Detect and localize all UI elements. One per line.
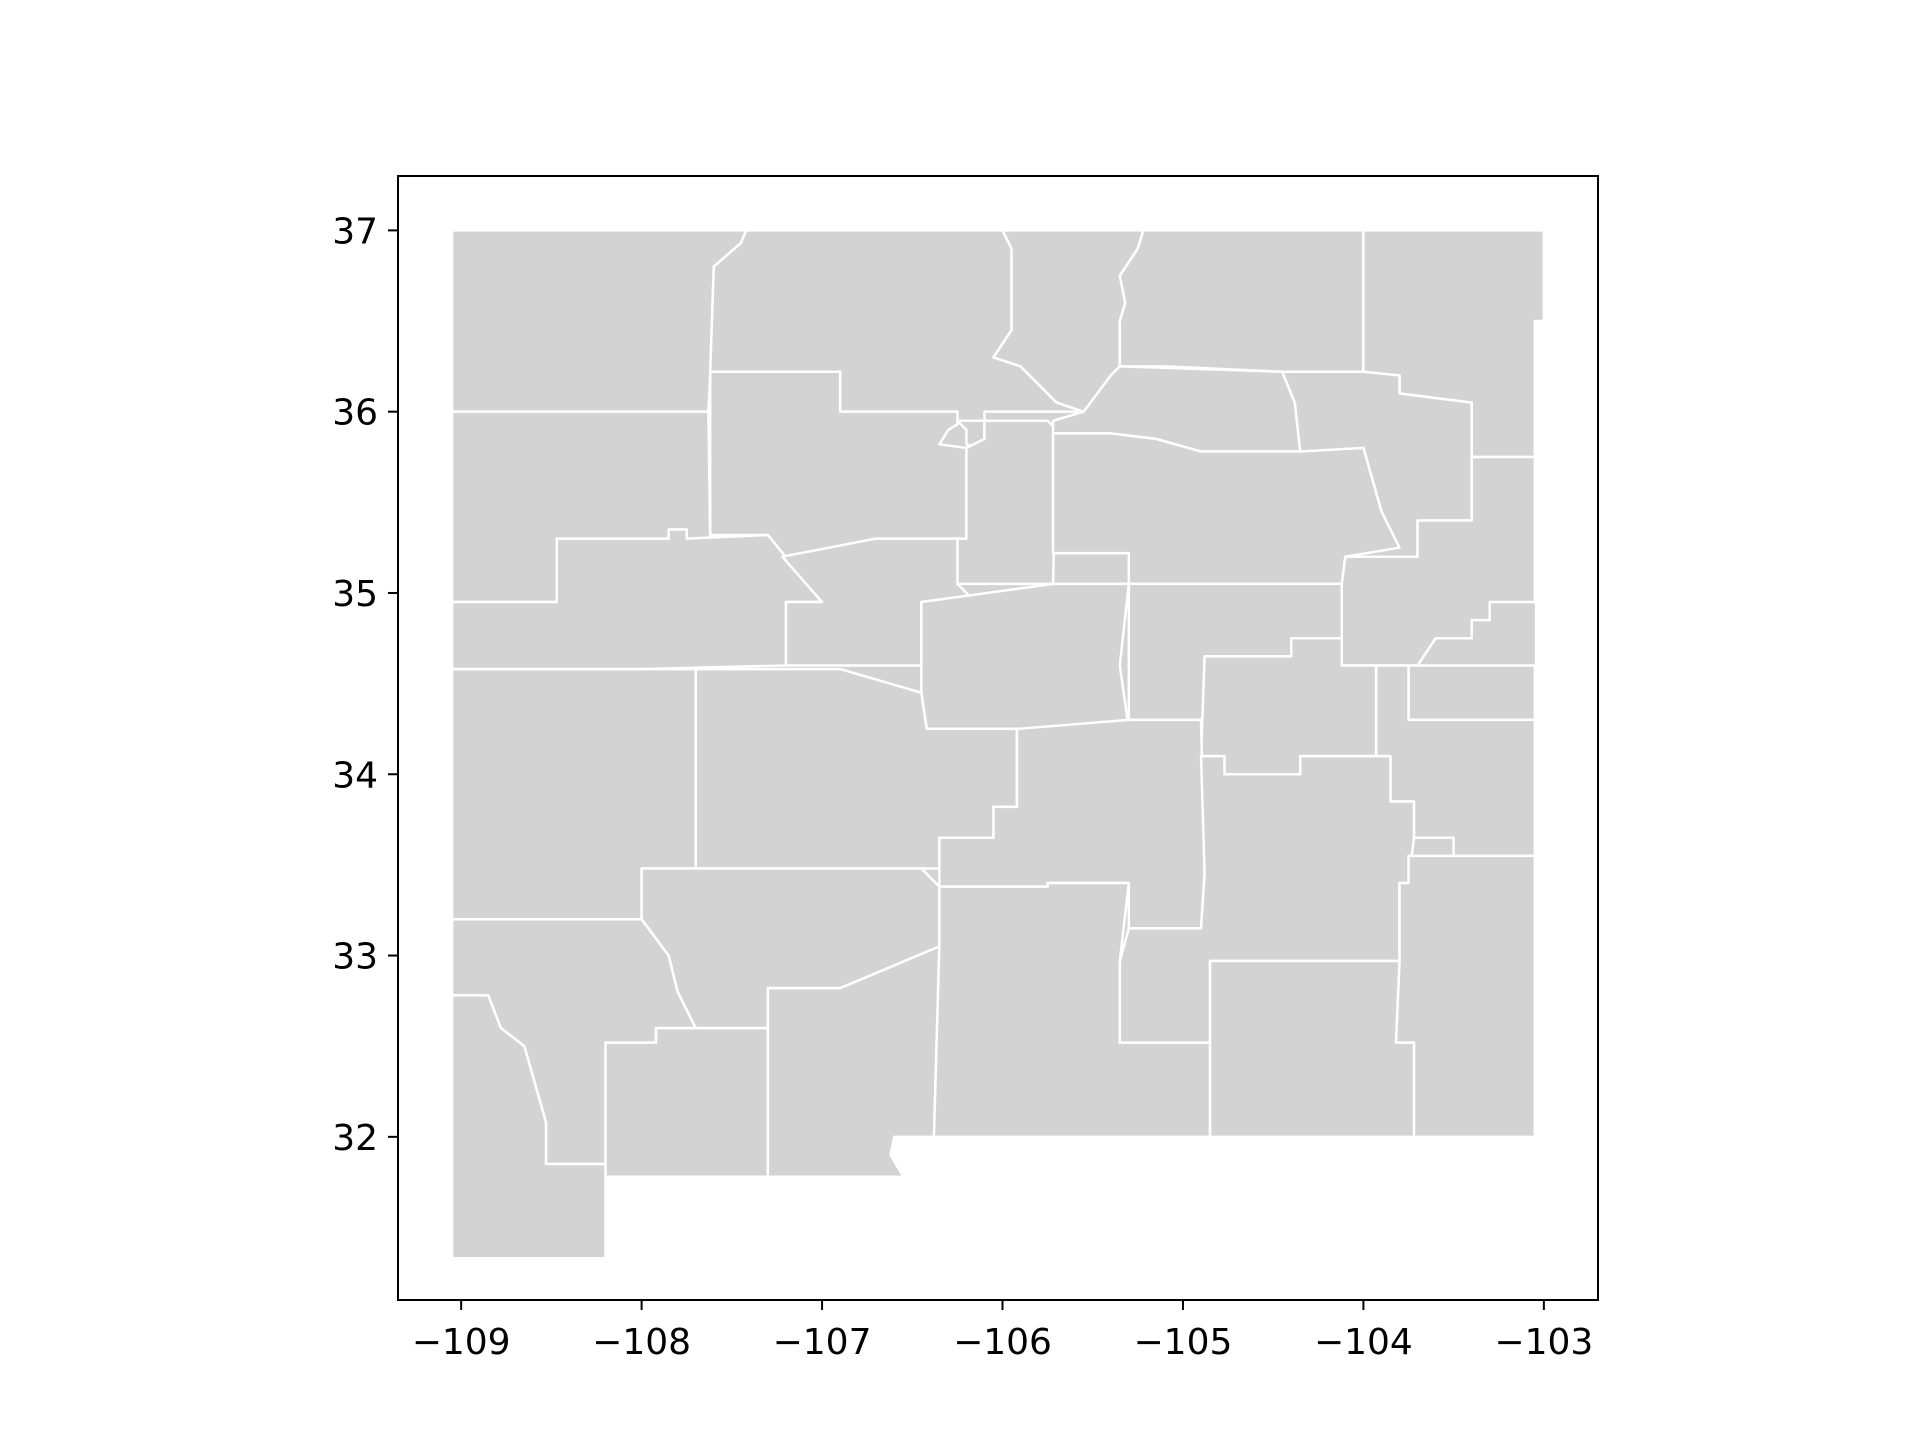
counties-layer xyxy=(450,229,1546,1260)
county-san-miguel xyxy=(1051,432,1401,586)
county-lea xyxy=(1394,854,1537,1139)
county-santa-fe xyxy=(956,419,1058,586)
county-eddy xyxy=(1208,959,1416,1139)
y-tick-label: 33 xyxy=(332,937,378,978)
x-axis: −109 −108 −107 −106 −105 −104 −103 xyxy=(412,1300,1593,1363)
x-tick-label: −106 xyxy=(953,1322,1052,1363)
x-tick-label: −103 xyxy=(1494,1322,1593,1363)
x-tick-label: −108 xyxy=(592,1322,691,1363)
x-tick-label: −107 xyxy=(773,1322,872,1363)
county-curry xyxy=(1407,664,1537,722)
county-otero xyxy=(932,881,1212,1139)
y-axis: 32 33 34 35 36 37 xyxy=(332,211,398,1159)
y-tick-label: 36 xyxy=(332,393,378,434)
x-tick-label: −105 xyxy=(1134,1322,1233,1363)
y-tick-label: 35 xyxy=(332,574,378,615)
y-tick-label: 37 xyxy=(332,211,378,252)
plot-frame xyxy=(397,175,1599,1301)
county-quay xyxy=(1340,455,1537,667)
county-torrance xyxy=(920,582,1131,731)
x-tick-label: −104 xyxy=(1314,1322,1413,1363)
county-colfax xyxy=(1118,229,1365,374)
county-hidalgo xyxy=(450,994,607,1260)
y-tick-label: 34 xyxy=(332,755,378,796)
county-dona-ana xyxy=(766,945,941,1178)
y-tick-label: 32 xyxy=(332,1118,378,1159)
county-san-juan xyxy=(450,229,748,413)
county-luna xyxy=(604,1026,770,1178)
x-tick-label: −109 xyxy=(412,1322,511,1363)
